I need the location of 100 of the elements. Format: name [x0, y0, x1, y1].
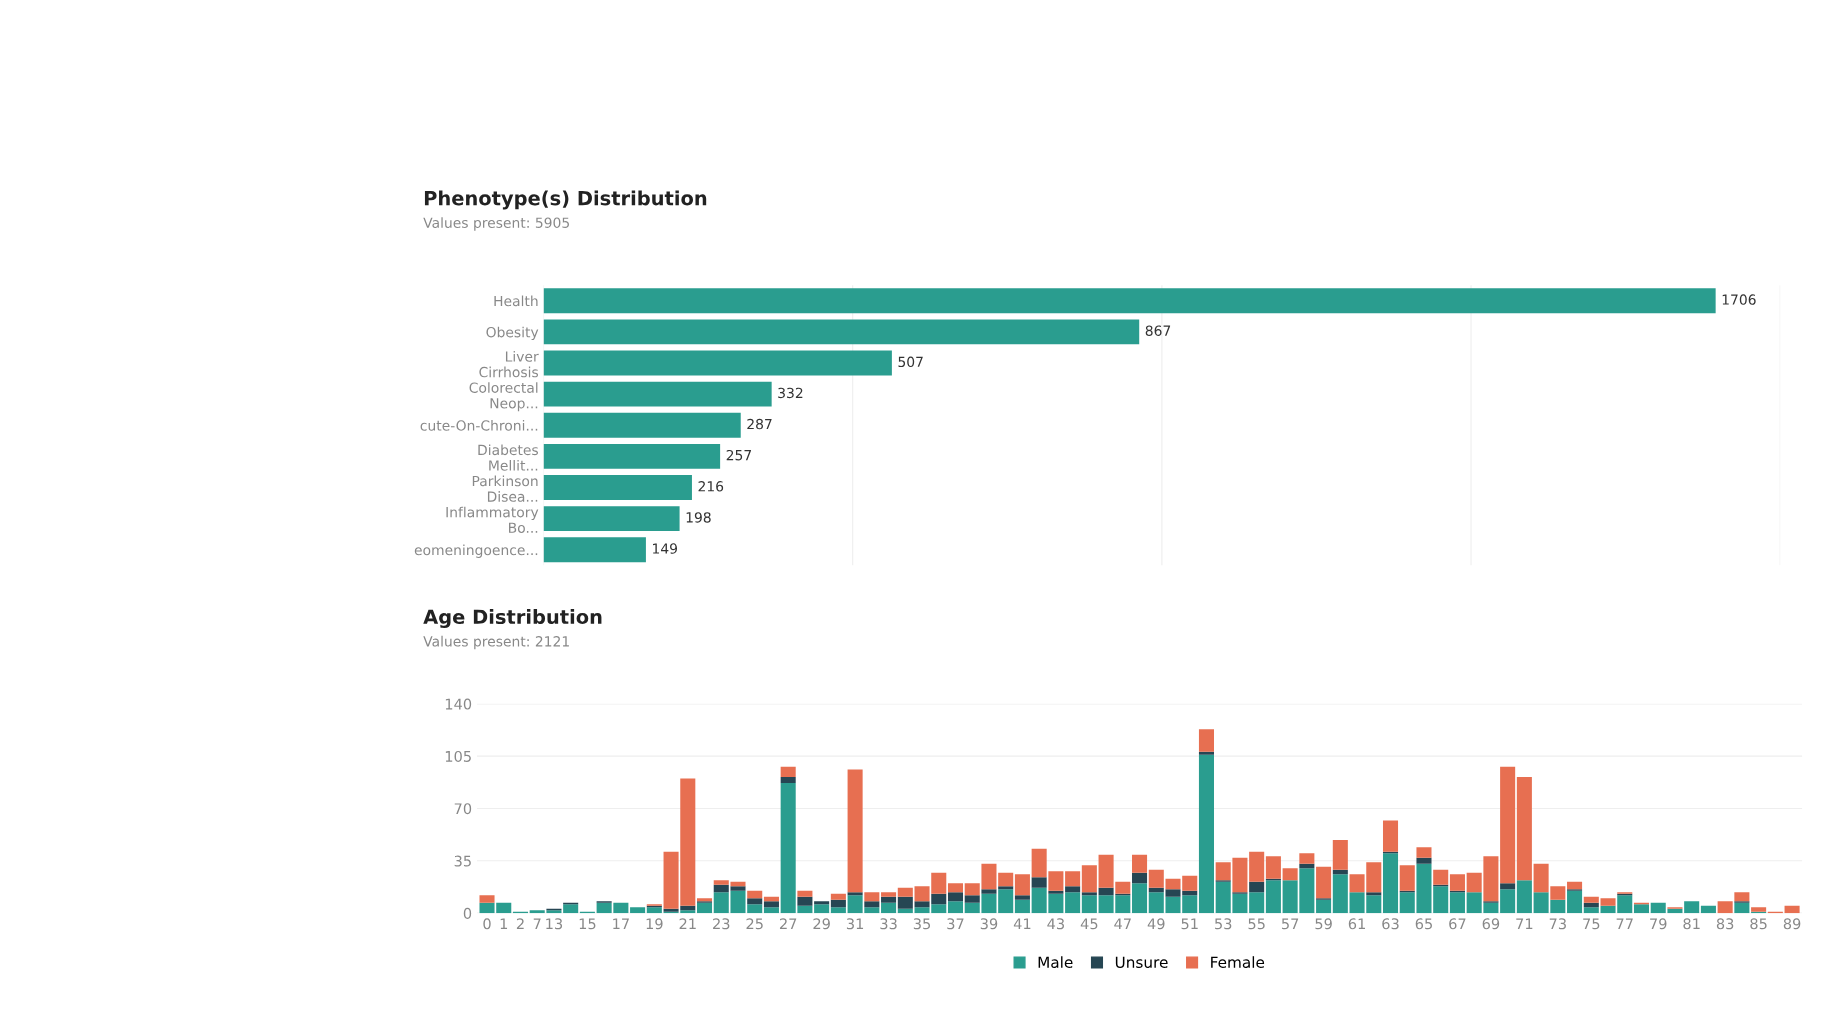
bar [1382, 853, 1399, 914]
bar [1265, 880, 1281, 914]
bar [1081, 895, 1097, 914]
x-tick-label: 59 [1315, 918, 1332, 930]
x-tick-label: 71 [1516, 918, 1533, 930]
x-tick-label: 13 [546, 918, 563, 930]
bar [747, 898, 763, 905]
y-tick-label: Liver Cirrhosis [479, 351, 539, 378]
chart-title: Phenotype(s) Distribution [424, 190, 707, 210]
bar [1332, 874, 1348, 914]
x-tick-label: 63 [1382, 918, 1399, 930]
x-tick-label: 45 [1080, 918, 1098, 930]
chart-subtitle: Values present: 2121 [423, 635, 569, 650]
x-tick-label: 69 [1482, 918, 1500, 930]
x-tick-label: 31 [846, 918, 864, 930]
bar [947, 883, 964, 893]
bar [1567, 881, 1583, 890]
y-tick-label: 140 [445, 698, 472, 710]
bar [543, 350, 892, 376]
bar [881, 902, 897, 914]
bar [1366, 892, 1382, 896]
bar [797, 890, 813, 897]
x-tick-label: 75 [1583, 918, 1600, 930]
x-tick-label: 25 [746, 918, 763, 930]
bar [998, 872, 1014, 887]
data-label: 198 [686, 512, 711, 523]
data-label: 257 [726, 449, 751, 461]
bar [1065, 871, 1081, 887]
bar [1198, 751, 1214, 755]
x-tick-label: 29 [813, 918, 830, 930]
bar [830, 899, 846, 908]
bar [1065, 892, 1081, 914]
bar [763, 907, 779, 914]
bar [1014, 899, 1030, 914]
x-tick-label: 1 [500, 918, 508, 930]
data-label: 867 [1145, 325, 1171, 336]
bar [1500, 766, 1516, 884]
bar [998, 889, 1014, 914]
bar [780, 766, 796, 778]
x-tick-label: 33 [880, 918, 897, 930]
bar [563, 904, 579, 914]
x-tick-label: 15 [579, 918, 596, 930]
x-tick-label: 81 [1683, 918, 1700, 930]
bar [1784, 905, 1800, 914]
y-tick-label: eomeningoence... [414, 544, 538, 558]
x-tick-label: 2 [516, 918, 524, 930]
bar [697, 902, 713, 914]
bar [543, 319, 1140, 345]
bar [881, 896, 897, 903]
y-tick-label: cute-On-Chroni... [420, 420, 538, 431]
bar [1014, 895, 1030, 900]
bar [830, 907, 846, 914]
y-tick-label: Health [494, 295, 538, 307]
x-tick-label: 57 [1281, 918, 1299, 930]
bar [947, 901, 964, 914]
x-tick-label: 53 [1215, 918, 1232, 930]
x-tick-label: 47 [1114, 918, 1131, 930]
bar [864, 892, 880, 902]
data-label: 287 [747, 418, 772, 430]
y-tick-label: 0 [463, 907, 472, 919]
x-tick-label: 19 [646, 918, 663, 930]
y-tick-label: Obesity [486, 326, 539, 341]
bar [1734, 902, 1750, 914]
bar [1734, 892, 1750, 902]
bar [1416, 847, 1432, 858]
x-tick-label: 43 [1047, 918, 1064, 930]
bar [543, 537, 646, 563]
bar [1433, 869, 1449, 885]
bar [1382, 820, 1399, 852]
bar [1416, 857, 1432, 864]
x-tick-label: 49 [1147, 918, 1165, 930]
bar [864, 901, 880, 908]
x-tick-label: 79 [1650, 918, 1667, 930]
x-tick-label: 27 [779, 918, 797, 930]
bar [1700, 905, 1716, 914]
legend-label: Male [1038, 956, 1073, 969]
x-tick-label: 39 [980, 918, 998, 930]
data-label: 216 [698, 481, 724, 492]
bar [881, 892, 897, 897]
bar [1399, 865, 1415, 891]
bar [847, 892, 863, 896]
x-tick-label: 21 [679, 918, 696, 930]
x-tick-label: 7 [533, 918, 541, 930]
bar [1249, 851, 1265, 882]
bar [1500, 889, 1516, 914]
x-tick-label: 89 [1783, 918, 1801, 930]
bar [543, 443, 721, 469]
data-label: 507 [898, 356, 923, 368]
bar [747, 890, 763, 899]
bar [1249, 892, 1265, 914]
y-tick-label: 35 [454, 855, 471, 867]
bar [981, 889, 997, 894]
bar [543, 288, 1716, 314]
bar [1633, 904, 1650, 914]
x-tick-label: 37 [947, 918, 964, 930]
bar [1449, 874, 1465, 891]
bar [1316, 866, 1332, 899]
y-tick-label: Colorectal Neop... [469, 382, 538, 412]
bar [897, 887, 913, 897]
bar [998, 886, 1014, 890]
